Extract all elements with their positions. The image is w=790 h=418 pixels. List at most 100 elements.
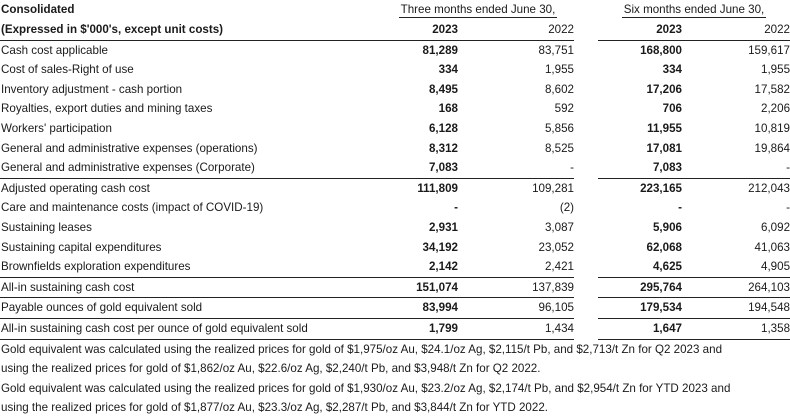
footnote-line: using the realized prices for gold of $1… <box>1 362 541 376</box>
cell-q2-2022: 2,421 <box>544 260 574 274</box>
cell-q2-2023: 81,289 <box>322 39 458 61</box>
cell-q2-2023: 1,799 <box>322 317 458 340</box>
three-months-header: Three months ended June 30, <box>398 3 558 18</box>
cell-q2-2022: 23,052 <box>538 240 574 254</box>
row-label: General and administrative expenses (ope… <box>1 141 258 155</box>
cell-q2-2023: 2,142 <box>428 260 458 274</box>
table-row: Sustaining leases 2,931 3,087 5,906 6,092 <box>0 218 790 238</box>
cell-q2-2022: (2) <box>559 201 574 215</box>
table-row: Payable ounces of gold equivalent sold 83… <box>0 297 790 319</box>
table-row: General and administrative expenses (Cor… <box>0 158 790 178</box>
cell-ytd-2023: 62,068 <box>646 240 682 254</box>
cell-ytd-2022: 17,582 <box>754 82 790 96</box>
cell-ytd-2022: 159,617 <box>682 39 790 61</box>
year-ytd-2022: 2022 <box>764 23 790 36</box>
six-months-header: Six months ended June 30, <box>621 3 767 18</box>
table-row: Workers' participation 6,128 5,856 11,955 10… <box>0 119 790 139</box>
cell-q2-2022: 96,105 <box>458 297 574 319</box>
footnote-line: Gold equivalent was calculated using the… <box>1 381 731 395</box>
cell-ytd-2023: 17,081 <box>646 141 682 155</box>
cell-q2-2023: 151,074 <box>322 276 458 298</box>
row-label: All-in sustaining cash cost <box>0 276 322 298</box>
table-row: Adjusted operating cash cost 111,809 109,2… <box>0 177 790 199</box>
cell-ytd-2022: 10,819 <box>754 121 790 135</box>
cell-ytd-2023: 223,165 <box>598 177 682 199</box>
table-row: All-in sustaining cash cost per ounce of… <box>0 317 790 340</box>
cell-q2-2023: 168 <box>438 102 458 116</box>
cell-ytd-2022: 4,905 <box>761 260 790 274</box>
cell-q2-2022: 3,087 <box>544 220 574 234</box>
cell-ytd-2023: 334 <box>662 63 682 77</box>
period-header-row: Consolidated Three months ended June 30,… <box>0 0 790 20</box>
cell-q2-2023: 34,192 <box>422 240 458 254</box>
table-row: Care and maintenance costs (impact of CO… <box>0 198 790 218</box>
cell-ytd-2022: 19,864 <box>754 141 790 155</box>
cell-q2-2022: 137,839 <box>458 276 574 298</box>
row-label: Care and maintenance costs (impact of CO… <box>1 201 264 215</box>
row-label: Cash cost applicable <box>0 39 322 61</box>
cell-q2-2022: 109,281 <box>458 177 574 199</box>
cell-q2-2023: 6,128 <box>428 121 458 135</box>
year-ytd-2023: 2023 <box>656 23 682 36</box>
row-label: Workers' participation <box>1 121 112 135</box>
footnotes: Gold equivalent was calculated using the… <box>0 340 790 418</box>
cell-ytd-2023: 7,083 <box>652 161 682 175</box>
cell-q2-2022: 1,955 <box>544 63 574 77</box>
cell-ytd-2023: 179,534 <box>598 297 682 319</box>
table-title: Consolidated <box>1 3 75 16</box>
row-label: Cost of sales-Right of use <box>1 63 134 77</box>
cell-ytd-2023: 17,206 <box>646 82 682 96</box>
cell-ytd-2023: 295,764 <box>598 276 682 298</box>
table-subtitle: (Expressed in $'000's, except unit costs… <box>1 23 224 36</box>
table-row: Cash cost applicable 81,289 83,751 168,800 1… <box>0 39 790 61</box>
cell-ytd-2022: 212,043 <box>682 177 790 199</box>
table-row: Inventory adjustment - cash portion 8,495… <box>0 80 790 100</box>
cell-q2-2022: 8,602 <box>544 82 574 96</box>
footnote-line: Gold equivalent was calculated using the… <box>1 342 723 356</box>
cell-q2-2023: 7,083 <box>428 161 458 175</box>
cell-ytd-2022: 6,092 <box>761 220 790 234</box>
cell-ytd-2022: 1,358 <box>682 317 790 340</box>
cell-q2-2023: 8,312 <box>428 141 458 155</box>
cell-q2-2022: 1,434 <box>458 317 574 340</box>
cell-ytd-2022: 194,548 <box>682 297 790 319</box>
table-row: Cost of sales-Right of use 334 1,955 334 1,9… <box>0 60 790 80</box>
cell-ytd-2022: - <box>786 161 790 175</box>
cell-ytd-2023: - <box>678 201 682 215</box>
cell-q2-2022: 83,751 <box>458 39 574 61</box>
year-q-2023: 2023 <box>432 23 458 36</box>
table-row: All-in sustaining cash cost 151,074 137,83… <box>0 276 790 298</box>
cell-ytd-2023: 1,647 <box>598 317 682 340</box>
cell-ytd-2022: 2,206 <box>761 102 790 116</box>
cell-q2-2022: - <box>570 161 574 175</box>
table-row: Sustaining capital expenditures 34,192 23,… <box>0 238 790 258</box>
cell-q2-2022: 8,525 <box>544 141 574 155</box>
cell-ytd-2023: 5,906 <box>652 220 682 234</box>
cell-ytd-2023: 168,800 <box>598 39 682 61</box>
year-q-2022: 2022 <box>548 23 574 36</box>
row-label: Payable ounces of gold equivalent sold <box>0 297 322 319</box>
cell-q2-2023: 83,994 <box>322 297 458 319</box>
cell-q2-2022: 5,856 <box>544 121 574 135</box>
cell-ytd-2022: 1,955 <box>761 63 790 77</box>
cost-table: Consolidated Three months ended June 30,… <box>0 0 790 340</box>
cell-q2-2022: 592 <box>554 102 574 116</box>
row-label: All-in sustaining cash cost per ounce of… <box>0 317 322 340</box>
table-row: Brownfields exploration expenditures 2,14… <box>0 257 790 277</box>
row-label: Adjusted operating cash cost <box>0 177 322 199</box>
row-label: Brownfields exploration expenditures <box>1 260 191 274</box>
year-header-row: (Expressed in $'000's, except unit costs… <box>0 20 790 40</box>
cell-q2-2023: 2,931 <box>428 220 458 234</box>
cell-ytd-2022: 41,063 <box>754 240 790 254</box>
cell-q2-2023: 111,809 <box>322 177 458 199</box>
cell-ytd-2022: 264,103 <box>682 276 790 298</box>
cell-ytd-2022: - <box>786 201 790 215</box>
table-row: General and administrative expenses (ope… <box>0 139 790 159</box>
cell-q2-2023: 8,495 <box>428 82 458 96</box>
footnote-line: using the realized prices for gold of $1… <box>1 401 548 415</box>
row-label: Sustaining capital expenditures <box>1 240 162 254</box>
cell-q2-2023: 334 <box>438 63 458 77</box>
cell-ytd-2023: 706 <box>662 102 682 116</box>
cell-ytd-2023: 4,625 <box>652 260 682 274</box>
